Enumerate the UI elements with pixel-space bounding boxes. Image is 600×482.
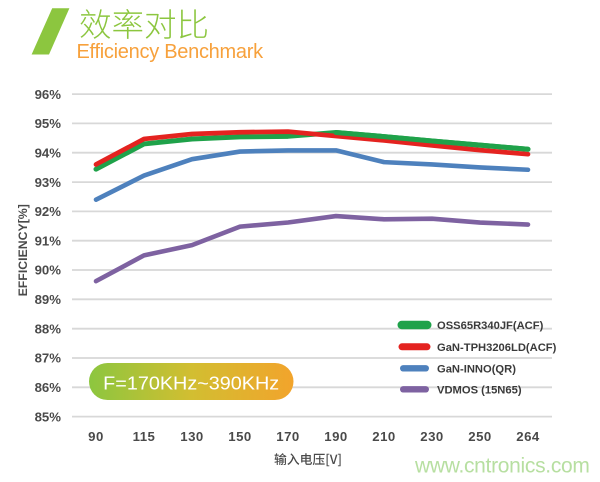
svg-text:88%: 88% xyxy=(35,321,62,336)
svg-text:130: 130 xyxy=(180,429,204,444)
svg-text:93%: 93% xyxy=(35,175,62,190)
svg-text:94%: 94% xyxy=(35,145,62,160)
svg-text:90%: 90% xyxy=(35,263,62,278)
svg-text:90: 90 xyxy=(88,429,104,444)
svg-text:115: 115 xyxy=(133,429,156,444)
svg-text:91%: 91% xyxy=(35,233,62,248)
svg-text:OSS65R340JF(ACF): OSS65R340JF(ACF) xyxy=(437,320,544,332)
svg-text:86%: 86% xyxy=(35,380,62,395)
svg-text:Efficiency Benchmark: Efficiency Benchmark xyxy=(77,41,265,63)
svg-text:VDMOS (15N65): VDMOS (15N65) xyxy=(437,384,522,396)
svg-text:264: 264 xyxy=(516,429,540,444)
svg-text:www.cntronics.com: www.cntronics.com xyxy=(414,455,590,478)
svg-text:190: 190 xyxy=(324,429,348,444)
svg-text:GaN-TPH3206LD(ACF): GaN-TPH3206LD(ACF) xyxy=(437,342,557,354)
svg-text:EFFICIENCY[%]: EFFICIENCY[%] xyxy=(16,204,30,296)
svg-text:85%: 85% xyxy=(35,409,62,424)
svg-text:89%: 89% xyxy=(35,292,62,307)
svg-text:210: 210 xyxy=(372,429,396,444)
svg-text:92%: 92% xyxy=(35,204,62,219)
svg-text:87%: 87% xyxy=(35,351,62,366)
svg-text:250: 250 xyxy=(468,429,492,444)
svg-text:GaN-INNO(QR): GaN-INNO(QR) xyxy=(437,363,516,375)
svg-text:230: 230 xyxy=(420,429,444,444)
svg-text:150: 150 xyxy=(228,429,252,444)
svg-text:96%: 96% xyxy=(35,87,62,102)
svg-text:95%: 95% xyxy=(35,116,62,131)
svg-text:170: 170 xyxy=(276,429,300,444)
svg-text:F=170KHz~390KHz: F=170KHz~390KHz xyxy=(103,373,279,394)
